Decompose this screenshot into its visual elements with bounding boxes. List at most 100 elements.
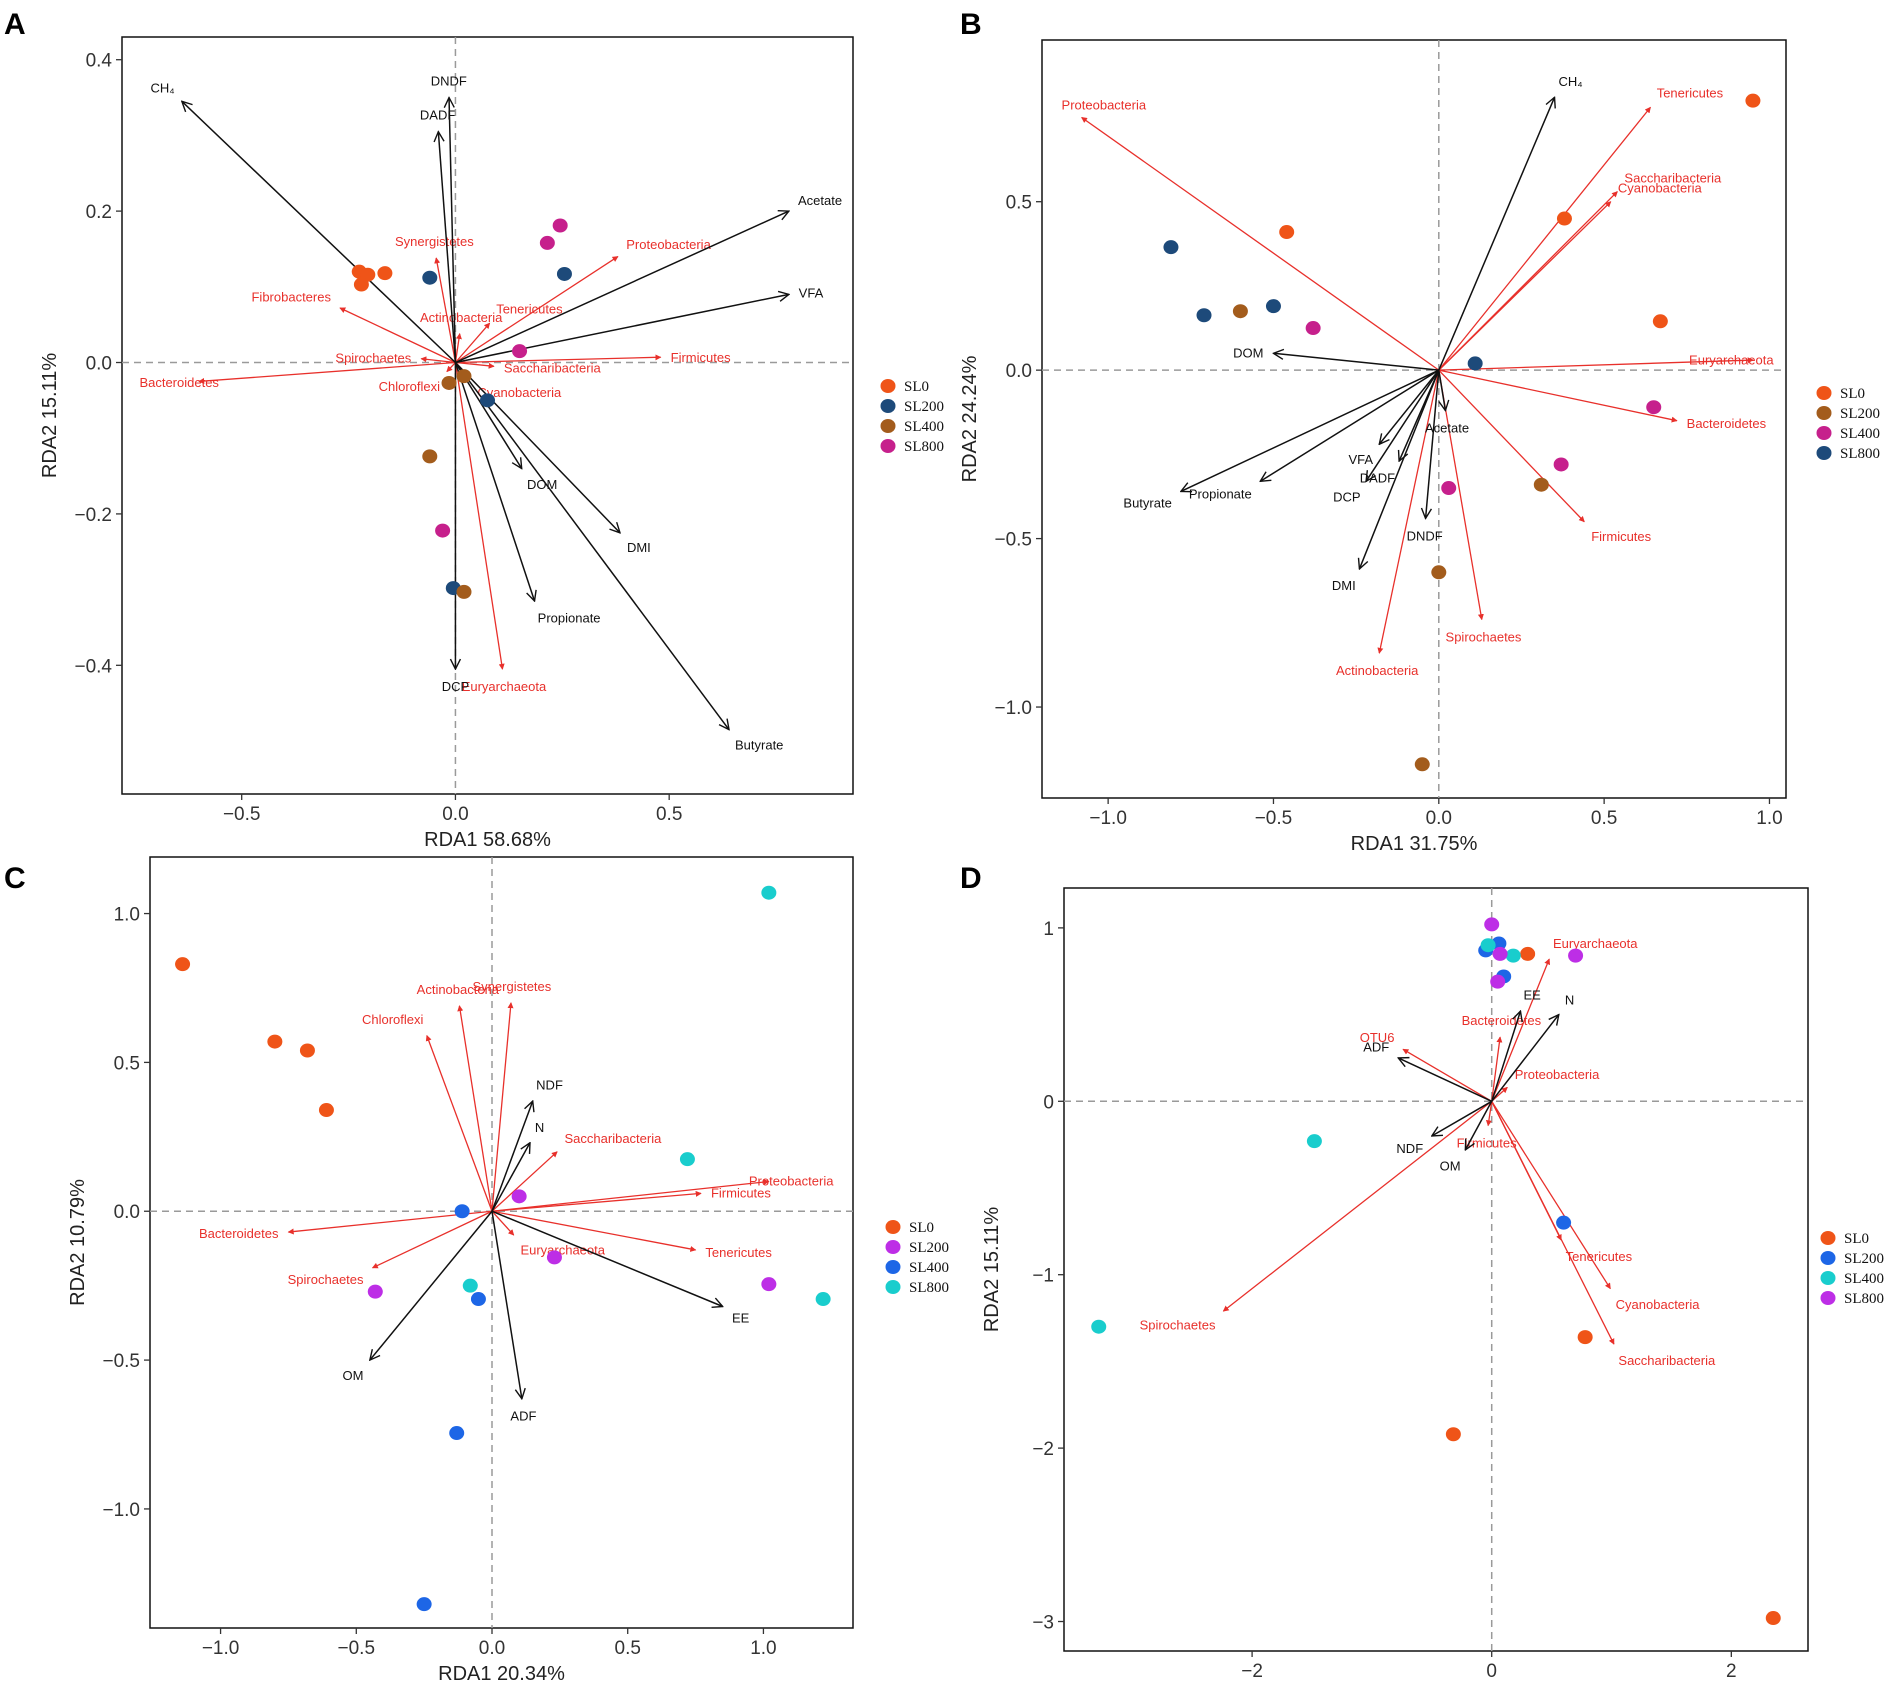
sample-point-sl800 (679, 1152, 695, 1167)
plot-frame (149, 856, 854, 1629)
env-label-ee: EE (732, 1310, 750, 1325)
taxon-arrow-cyanobacteria (1438, 201, 1612, 371)
env-arrow-dmi (454, 361, 620, 533)
legend-marker-sl200 (1820, 1251, 1836, 1265)
env-label-ndf: NDF (536, 1078, 563, 1093)
y-tick-label: 1.0 (114, 905, 140, 926)
sample-point-sl400 (441, 375, 457, 390)
taxon-arrow-tenericutes (454, 322, 491, 363)
env-arrow-dndf (1426, 370, 1440, 518)
sample-point-sl200 (1414, 757, 1430, 772)
x-tick-label: 0.5 (615, 1638, 641, 1659)
legend: SL0 SL200 SL400 SL800 (885, 1220, 949, 1296)
env-label-butyrate: Butyrate (1123, 496, 1171, 511)
taxon-arrow-proteobacteria (1081, 116, 1440, 371)
legend-label-sl200: SL200 (904, 399, 944, 415)
x-tick-label: 0.0 (442, 804, 468, 825)
sample-point-sl800 (512, 344, 528, 359)
env-label-acetate: Acetate (798, 193, 842, 208)
plot-frame (1063, 887, 1809, 1652)
sample-point-sl800 (1467, 356, 1483, 371)
sample-point-sl0 (1745, 93, 1761, 108)
taxon-label-bacteroidetes: Bacteroidetes (1462, 1013, 1542, 1028)
legend-label-sl800: SL800 (1844, 1291, 1884, 1307)
legend-marker-sl800 (1816, 446, 1832, 460)
taxon-label-tenericutes: Tenericutes (496, 302, 563, 317)
env-label-adf: ADF (1363, 1040, 1389, 1055)
sample-point-sl400 (1305, 321, 1321, 336)
sample-point-sl0 (1556, 211, 1572, 226)
panel-a: A −0.5 0.0 0.5 −0.4 −0.2 0.0 0.2 0.4 RDA1 58.68% R… (4, 8, 944, 851)
taxon-label-actinobacteria: Actinobacteria (1336, 663, 1419, 678)
sample-point-sl400 (422, 449, 438, 464)
taxon-arrow-synergistetes (491, 1002, 514, 1212)
taxon-arrow-proteobacteria (491, 1179, 770, 1212)
sample-point-sl200 (480, 393, 495, 408)
taxon-label-bacteroidetes: Bacteroidetes (139, 375, 219, 390)
env-label-om: OM (343, 1368, 364, 1383)
env-label-vfa: VFA (799, 285, 824, 300)
taxon-label-spirochaetes: Spirochaetes (1446, 629, 1522, 644)
sample-point-sl200 (1431, 565, 1447, 580)
x-tick-label: 0.0 (479, 1638, 505, 1659)
taxon-label-proteobacteria: Proteobacteria (1515, 1067, 1600, 1082)
taxon-label-euryarchaeota: Euryarchaeota (1553, 936, 1638, 951)
x-axis-label: RDA1 31.75% (1351, 833, 1478, 855)
env-label-dadf: DADF (420, 108, 455, 123)
sample-point-sl800 (1196, 308, 1212, 323)
taxon-arrow-euryarchaeota (1491, 958, 1551, 1102)
sample-point-sl400 (1306, 1134, 1322, 1149)
sample-point-sl0 (1652, 314, 1668, 329)
sample-point-sl0 (1445, 1427, 1461, 1442)
legend: SL0 SL200 SL400 SL800 (1820, 1231, 1884, 1307)
sample-point-sl0 (267, 1034, 283, 1049)
taxon-label-tenericutes: Tenericutes (1566, 1249, 1633, 1264)
env-label-adf: ADF (510, 1409, 536, 1424)
taxon-arrow-spirochaetes (1222, 1100, 1493, 1312)
taxon-label-spirochaetes: Spirochaetes (1140, 1317, 1216, 1332)
y-tick-label: −0.4 (74, 656, 112, 677)
sample-point-sl400 (449, 1426, 465, 1441)
taxon-arrow-actinobacteria (454, 333, 462, 363)
legend-marker-sl200 (885, 1240, 901, 1254)
taxon-arrow-bacteroidetes (198, 361, 456, 385)
legend-marker-sl400 (880, 419, 896, 433)
taxon-label-spirochaetes: Spirochaetes (288, 1272, 364, 1287)
env-label-dcp: DCP (442, 679, 469, 694)
taxon-label-saccharibacteria: Saccharibacteria (565, 1131, 663, 1146)
env-label-dmi: DMI (1332, 578, 1356, 593)
env-label-propionate: Propionate (1189, 487, 1252, 502)
sample-point-sl400 (470, 1292, 486, 1307)
legend-label-sl0: SL0 (1840, 386, 1865, 402)
env-label-dndf: DNDF (1407, 528, 1443, 543)
env-arrow-adf (491, 1211, 522, 1399)
legend-marker-sl800 (1820, 1291, 1836, 1305)
taxon-arrow-cyanobacteria (1491, 1100, 1611, 1290)
taxon-arrow-spirochaetes (371, 1210, 493, 1269)
sample-point-sl0 (1279, 225, 1295, 240)
taxon-label-actinobacteria: Actinobacteria (420, 310, 503, 325)
env-arrow-butyrate (454, 362, 729, 730)
legend-label-sl200: SL200 (1840, 406, 1880, 422)
env-label-ndf: NDF (1396, 1141, 1423, 1156)
env-arrow-ndf (1432, 1100, 1493, 1136)
env-arrow-dndf (449, 98, 457, 363)
taxon-label-chloroflexi: Chloroflexi (362, 1012, 424, 1027)
env-arrow-vfa (455, 294, 788, 364)
taxon-label-otu6: OTU6 (1360, 1030, 1395, 1045)
env-arrow-dom (1273, 353, 1439, 371)
sample-point-sl200 (1232, 304, 1248, 319)
legend-label-sl800: SL800 (1840, 446, 1880, 462)
env-label-ee: EE (1524, 988, 1542, 1003)
x-tick-label: 0 (1486, 1661, 1497, 1682)
legend-marker-sl400 (1820, 1271, 1836, 1285)
y-tick-label: 0 (1043, 1092, 1054, 1113)
taxon-label-tenericutes: Tenericutes (705, 1245, 772, 1260)
env-arrow-ee (491, 1210, 723, 1306)
sample-point-sl400 (416, 1597, 432, 1612)
legend-marker-sl400 (885, 1260, 901, 1274)
y-tick-label: −3 (1032, 1613, 1054, 1634)
y-tick-label: −0.5 (994, 530, 1032, 551)
taxon-arrow-spirochaetes (420, 356, 456, 364)
